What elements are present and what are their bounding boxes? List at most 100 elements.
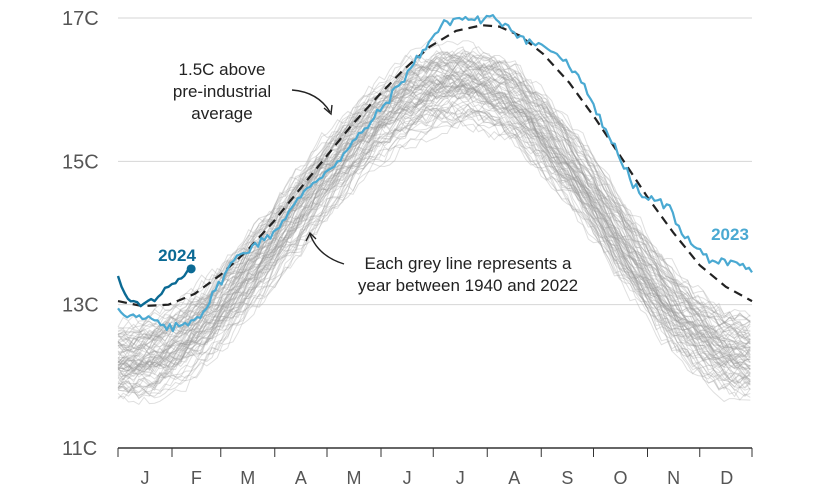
threshold-annotation-arrow (291, 89, 331, 113)
background-year-line (117, 106, 751, 383)
background-year-line (117, 84, 751, 373)
background-year-line (117, 51, 751, 341)
grey-lines-annotation-arrowhead (305, 231, 317, 242)
month-label: D (720, 468, 733, 488)
background-year-line (117, 105, 751, 392)
y-axis-labels: 11C 13C 15C 17C (62, 8, 99, 460)
background-year-line (117, 77, 751, 377)
grey-lines-annotation-arrow (309, 233, 345, 265)
background-year-line (117, 52, 751, 355)
grid (118, 17, 752, 306)
y-tick-label: 11C (62, 438, 97, 460)
y-tick-label: 15C (62, 151, 99, 173)
background-year-line (117, 78, 751, 377)
background-year-line (117, 55, 751, 345)
background-year-line (117, 66, 751, 366)
series-line-2024 (116, 267, 192, 308)
background-year-line (117, 84, 751, 373)
background-year-line (117, 72, 751, 375)
background-year-line (117, 86, 751, 371)
threshold-annotation: 1.5C above pre-industrial average (173, 60, 333, 123)
background-year-line (117, 113, 751, 406)
background-year-line (117, 71, 751, 360)
background-year-line (118, 73, 751, 370)
background-year-line (117, 61, 751, 367)
background-year-line (117, 77, 751, 383)
background-year-line (117, 108, 751, 397)
month-label: O (613, 468, 627, 488)
series-label-2024: 2024 (158, 246, 196, 265)
background-year-line (117, 59, 751, 357)
background-year-line (117, 62, 751, 345)
background-year-line (117, 88, 751, 400)
background-year-line (117, 79, 751, 359)
series-2024-endpoint (186, 264, 196, 274)
background-year-line (117, 83, 751, 365)
background-year-line (117, 54, 751, 332)
month-label: J (140, 468, 149, 488)
background-year-line (117, 83, 751, 381)
threshold-label-line-3: average (191, 104, 252, 123)
month-label: A (295, 468, 307, 488)
background-year-line (117, 62, 751, 360)
background-year-line (117, 109, 751, 391)
background-year-line (117, 50, 751, 352)
background-year-line (117, 103, 751, 375)
month-label: A (508, 468, 520, 488)
background-year-line (117, 52, 751, 339)
threshold-label-line-2: pre-industrial (173, 82, 271, 101)
background-year-line (117, 80, 751, 370)
background-year-line (117, 105, 751, 393)
background-year-line (117, 75, 751, 364)
background-year-line (117, 54, 751, 355)
background-year-line (117, 97, 751, 399)
month-label: M (240, 468, 255, 488)
background-year-line (117, 70, 751, 375)
background-year-line (117, 85, 751, 362)
background-year-line (117, 79, 751, 371)
grey-lines-label-line-2: year between 1940 and 2022 (358, 276, 578, 295)
y-tick-label: 17C (62, 8, 99, 30)
month-label: J (403, 468, 412, 488)
background-year-line (117, 95, 751, 397)
background-year-line (117, 107, 751, 389)
background-year-line (117, 88, 751, 369)
background-years-lines (117, 37, 751, 406)
threshold-line (117, 24, 753, 308)
threshold-label-line-1: 1.5C above (179, 60, 266, 79)
background-year-line (117, 114, 751, 400)
month-label: J (456, 468, 465, 488)
background-year-line (117, 37, 751, 355)
series-label-2023: 2023 (711, 225, 749, 244)
background-year-line (117, 73, 751, 369)
series-lines (116, 14, 753, 333)
background-year-line (117, 80, 751, 373)
background-year-line (117, 73, 751, 385)
background-year-line (117, 111, 751, 394)
background-year-line (117, 56, 751, 347)
background-year-line (117, 67, 751, 353)
background-year-line (117, 118, 751, 397)
background-year-line (117, 79, 751, 390)
background-year-line (117, 94, 751, 393)
background-year-line (117, 71, 751, 381)
month-label: M (347, 468, 362, 488)
background-year-line (117, 46, 751, 340)
background-year-line (117, 81, 751, 383)
background-year-line (117, 81, 751, 380)
month-label: S (561, 468, 573, 488)
background-year-line (117, 100, 751, 403)
threshold-annotation-arrowhead (323, 104, 333, 116)
background-year-line (117, 81, 751, 371)
grey-lines-annotation: Each grey line represents a year between… (305, 231, 578, 295)
background-year-line (117, 83, 751, 389)
background-year-line (117, 90, 751, 386)
background-year-line (117, 73, 751, 365)
background-year-line (117, 82, 751, 372)
background-year-line (117, 66, 751, 372)
month-label: N (667, 468, 680, 488)
grey-lines-label-line-1: Each grey line represents a (365, 254, 572, 273)
month-label: F (191, 468, 202, 488)
